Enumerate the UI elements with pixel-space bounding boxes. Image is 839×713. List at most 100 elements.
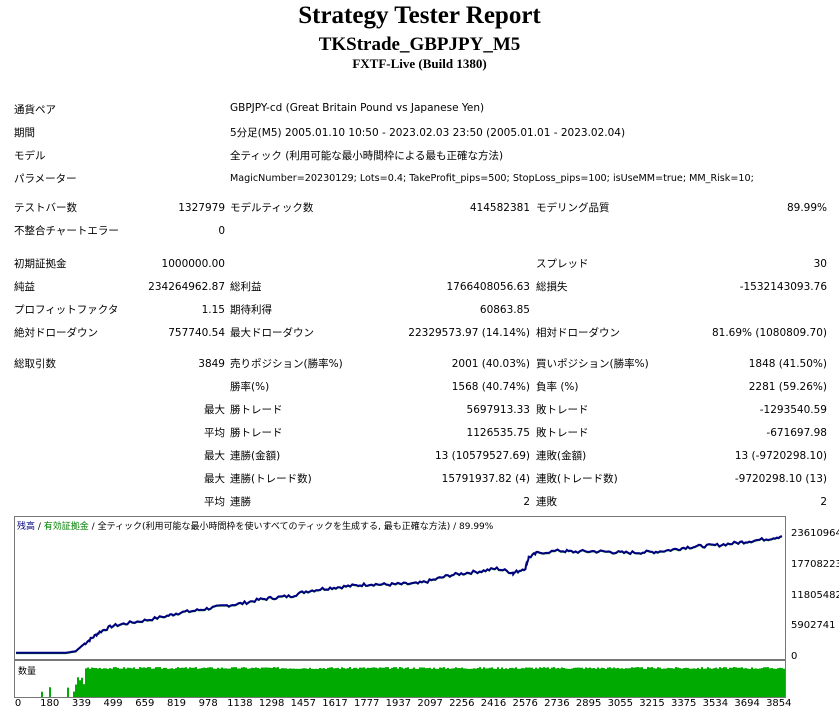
x-tick-label: 2736 [544, 698, 570, 709]
volume-bar [659, 667, 661, 697]
relative-drawdown-label: 相対ドローダウン [536, 327, 620, 339]
volume-bar [241, 667, 243, 697]
volume-bar [699, 668, 701, 697]
volume-bar [565, 668, 567, 697]
volume-bar [111, 668, 113, 697]
volume-bar [761, 668, 763, 697]
volume-bar [655, 668, 657, 697]
volume-bar [579, 667, 581, 697]
maximal-consecutive-loss-value: -9720298.10 (13) [734, 473, 827, 485]
profit-trades-label: 勝率(%) [230, 381, 270, 393]
volume-bar [161, 668, 163, 697]
volume-bar [747, 668, 749, 697]
largest-loss-label: 敗トレード [536, 404, 589, 416]
volume-bar [385, 667, 387, 697]
volume-bar [543, 667, 545, 697]
short-positions-label: 売りポジション(勝率%) [230, 358, 343, 370]
volume-bar [103, 668, 105, 697]
profit-factor-value: 1.15 [201, 304, 225, 316]
volume-bar [501, 667, 503, 697]
volume-bar [763, 667, 765, 697]
gross-profit-label: 総利益 [230, 281, 262, 293]
volume-bar [631, 667, 633, 697]
volume-bar [727, 668, 729, 697]
x-tick-label: 978 [198, 698, 218, 709]
volume-bar [155, 667, 157, 697]
volume-bar [657, 667, 659, 697]
volume-bar [691, 668, 693, 697]
volume-bar [781, 668, 783, 697]
volume-bar [401, 667, 403, 697]
average-consecutive-losses-label: 連敗 [536, 496, 557, 508]
volume-bar [199, 668, 201, 697]
volume-bar [529, 667, 531, 697]
volume-bar [743, 668, 745, 697]
volume-bar [181, 667, 183, 697]
volume-bar [531, 667, 533, 697]
volume-bar [197, 668, 199, 697]
volume-bar [279, 668, 281, 697]
volume-bar [205, 667, 207, 697]
volume-bar [377, 668, 379, 697]
short-positions-value: 2001 (40.03%) [451, 358, 530, 370]
volume-bar [109, 668, 111, 697]
volume-bar [191, 667, 193, 697]
volume-bar [371, 667, 373, 697]
mismatch-value: 0 [218, 225, 225, 237]
balance-chart-svg [16, 535, 783, 655]
volume-bar [165, 667, 167, 697]
volume-bar [445, 668, 447, 697]
volume-bar [615, 668, 617, 697]
average-consecutive-wins-label: 連勝 [230, 496, 251, 508]
x-tick-label: 3534 [702, 698, 729, 709]
volume-bar [609, 667, 611, 697]
volume-bar [685, 667, 687, 697]
volume-bar [627, 668, 629, 697]
volume-bar [495, 668, 497, 697]
volume-bar [129, 667, 131, 697]
volume-bar [83, 684, 85, 697]
volume-bar [95, 667, 97, 697]
volume-bar [755, 668, 757, 697]
volume-bar [167, 668, 169, 697]
volume-bar [127, 667, 129, 697]
volume-bar [223, 668, 225, 697]
relative-drawdown-value: 81.69% (1080809.70) [711, 327, 827, 339]
volume-bar [313, 668, 315, 697]
volume-bar [559, 668, 561, 697]
max-consecutive-wins-value: 13 (10579527.69) [434, 450, 530, 462]
volume-bar [331, 667, 333, 697]
volume-bar [703, 668, 705, 697]
volume-bar [537, 668, 539, 697]
average-profit-value: 1126535.75 [466, 427, 530, 439]
volume-bar [293, 668, 295, 697]
volume-bar [471, 668, 473, 697]
volume-bar [493, 668, 495, 697]
volume-bar [265, 667, 267, 697]
average-loss-value: -671697.98 [766, 427, 827, 439]
volume-bar [301, 668, 303, 697]
largest-profit-label: 勝トレード [230, 404, 283, 416]
volume-bar [267, 667, 269, 697]
volume-bar [375, 667, 377, 697]
x-tick-label: 499 [103, 698, 123, 709]
volume-bar [605, 668, 607, 697]
profit-factor-label: プロフィットファクタ [14, 304, 119, 316]
volume-bar [639, 667, 641, 697]
average-consecutive-wins-value: 2 [523, 496, 530, 508]
legend-separator: / [35, 522, 44, 532]
volume-bar [125, 668, 127, 697]
volume-bar [261, 667, 263, 697]
volume-bar [647, 667, 649, 697]
largest-label: 最大 [204, 404, 225, 416]
volume-bar [203, 667, 205, 697]
expected-payoff-label: 期待利得 [230, 304, 272, 316]
volume-bar [635, 667, 637, 697]
volume-bar [719, 667, 721, 697]
volume-bar [689, 668, 691, 697]
volume-bar [667, 667, 669, 697]
volume-bar [201, 668, 203, 697]
volume-bar [593, 668, 595, 697]
volume-bar [407, 667, 409, 697]
profit-trades-value: 1568 (40.74%) [451, 381, 530, 393]
